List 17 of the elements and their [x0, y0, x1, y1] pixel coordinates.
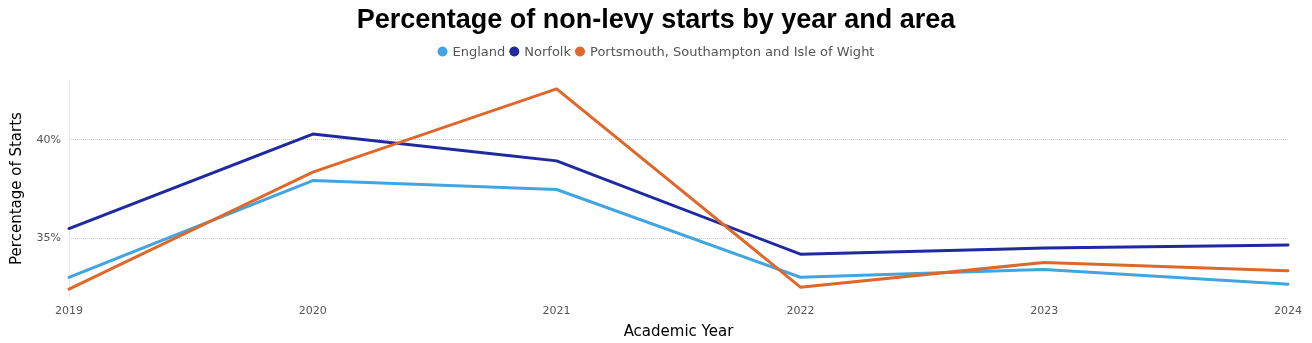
- x-tick-label: 2022: [786, 304, 815, 317]
- legend-label: Norfolk: [524, 44, 572, 59]
- chart-title: Percentage of non-levy starts by year and area: [356, 3, 957, 34]
- x-tick-label: 2019: [55, 304, 83, 317]
- legend-label: Portsmouth, Southampton and Isle of Wight: [590, 44, 875, 59]
- legend-label: England: [452, 44, 506, 59]
- x-tick-label: 2021: [542, 304, 571, 317]
- line-series: [67, 179, 1290, 286]
- x-tick-label: 2024: [1274, 304, 1302, 317]
- line-series: [67, 87, 1290, 291]
- y-tick-label: 35%: [36, 231, 61, 245]
- line-series: [67, 132, 1290, 256]
- x-tick-label: 2020: [298, 304, 327, 317]
- x-tick-label: 2023: [1030, 304, 1059, 317]
- x-axis-title: Academic Year: [623, 321, 735, 340]
- y-axis-title: Percentage of Starts: [6, 111, 25, 265]
- y-tick-label: 40%: [36, 132, 61, 146]
